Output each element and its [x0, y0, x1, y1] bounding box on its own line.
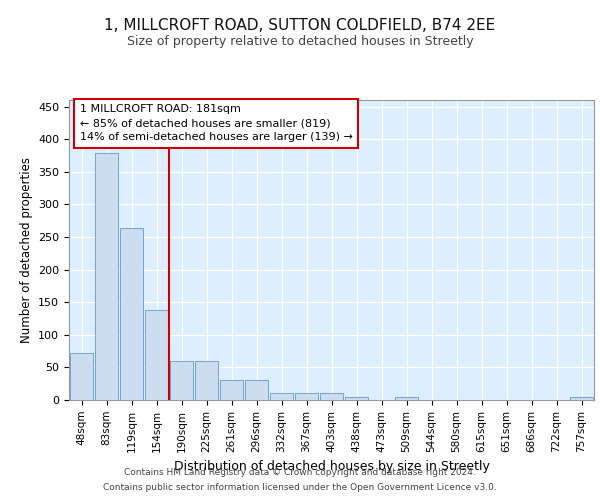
Y-axis label: Number of detached properties: Number of detached properties — [20, 157, 32, 343]
Bar — [269, 394, 293, 400]
Bar — [194, 361, 218, 400]
Bar — [245, 380, 268, 400]
Bar — [220, 380, 244, 400]
Bar — [70, 353, 94, 400]
Bar — [145, 310, 169, 400]
Bar — [170, 361, 193, 400]
Bar — [344, 396, 368, 400]
Bar — [320, 394, 343, 400]
Bar — [95, 154, 118, 400]
Text: Contains HM Land Registry data © Crown copyright and database right 2024.: Contains HM Land Registry data © Crown c… — [124, 468, 476, 477]
Bar — [395, 396, 418, 400]
Bar — [569, 396, 593, 400]
Bar — [119, 228, 143, 400]
Text: 1, MILLCROFT ROAD, SUTTON COLDFIELD, B74 2EE: 1, MILLCROFT ROAD, SUTTON COLDFIELD, B74… — [104, 18, 496, 32]
Text: 1 MILLCROFT ROAD: 181sqm
← 85% of detached houses are smaller (819)
14% of semi-: 1 MILLCROFT ROAD: 181sqm ← 85% of detach… — [79, 104, 352, 142]
Text: Contains public sector information licensed under the Open Government Licence v3: Contains public sector information licen… — [103, 483, 497, 492]
X-axis label: Distribution of detached houses by size in Streetly: Distribution of detached houses by size … — [173, 460, 490, 473]
Text: Size of property relative to detached houses in Streetly: Size of property relative to detached ho… — [127, 35, 473, 48]
Bar — [295, 394, 319, 400]
